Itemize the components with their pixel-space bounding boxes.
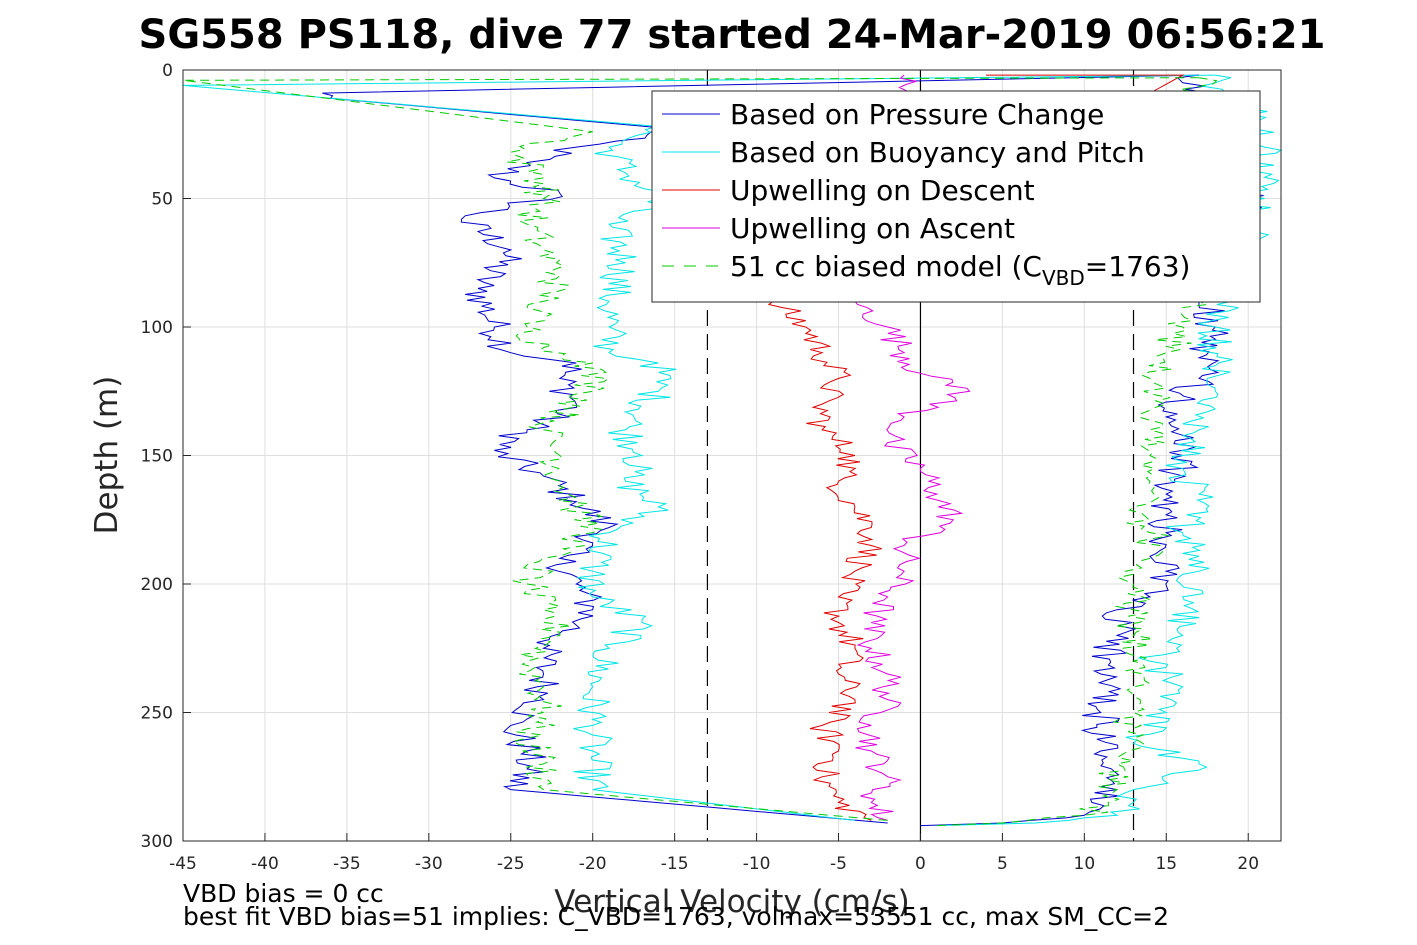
x-tick-label: -35 xyxy=(333,854,361,874)
x-tick-label: -45 xyxy=(169,854,197,874)
legend-label-end: =1763) xyxy=(1085,250,1191,283)
legend-label: Upwelling on Descent xyxy=(730,174,1035,207)
y-tick-label: 50 xyxy=(151,190,173,210)
legend-label-subscript: VBD xyxy=(1042,266,1085,290)
legend-label: 51 cc biased model (CVBD=1763) xyxy=(730,250,1190,290)
x-tick-label: -10 xyxy=(743,854,771,874)
legend-label: Upwelling on Ascent xyxy=(730,212,1015,245)
series-line-2-ascent xyxy=(936,74,1283,827)
y-tick-label: 150 xyxy=(141,447,173,467)
legend-box xyxy=(651,90,1261,303)
x-tick-label: -30 xyxy=(415,854,443,874)
best-fit-note: best fit VBD bias=51 implies: C_VBD=1763… xyxy=(183,902,1170,931)
y-tick-label: 0 xyxy=(162,61,173,81)
series-line-2-descent xyxy=(182,74,1216,821)
series-line-5-descent xyxy=(182,77,1200,821)
vbd-bias-note: VBD bias = 0 cc xyxy=(183,879,384,908)
series-line-1-descent xyxy=(322,74,1200,824)
y-tick-label: 100 xyxy=(141,318,173,338)
legend-label-main: 51 cc biased model (C xyxy=(730,250,1042,283)
x-axis-label: Vertical Velocity (cm/s) xyxy=(554,884,909,920)
x-tick-label: -5 xyxy=(830,854,847,874)
x-tick-label: -25 xyxy=(497,854,525,874)
legend-label: Based on Pressure Change xyxy=(730,98,1104,131)
series-group xyxy=(182,74,1283,827)
x-tick-label: 10 xyxy=(1074,854,1096,874)
y-axis-label: Depth (m) xyxy=(89,376,125,535)
x-tick-label: 15 xyxy=(1155,854,1177,874)
y-tick-label: 300 xyxy=(141,832,173,852)
x-tick-label: -15 xyxy=(661,854,689,874)
legend-label: Based on Buoyancy and Pitch xyxy=(730,136,1145,169)
x-tick-label: -20 xyxy=(579,854,607,874)
x-tick-label: 5 xyxy=(997,854,1008,874)
x-tick-label: -40 xyxy=(251,854,279,874)
y-tick-label: 200 xyxy=(141,575,173,595)
x-tick-label: 20 xyxy=(1237,854,1259,874)
y-tick-label: 250 xyxy=(141,704,173,724)
chart-title: SG558 PS118, dive 77 started 24-Mar-2019… xyxy=(139,12,1326,58)
tick-labels: -45 -40 -35 -30 -25 -20 -15 -10 -5 0 5 10 15 20050100… xyxy=(141,61,1259,874)
legend: Based on Pressure Change Based on Buoyanc… xyxy=(651,90,1261,303)
x-tick-label: 0 xyxy=(915,854,926,874)
